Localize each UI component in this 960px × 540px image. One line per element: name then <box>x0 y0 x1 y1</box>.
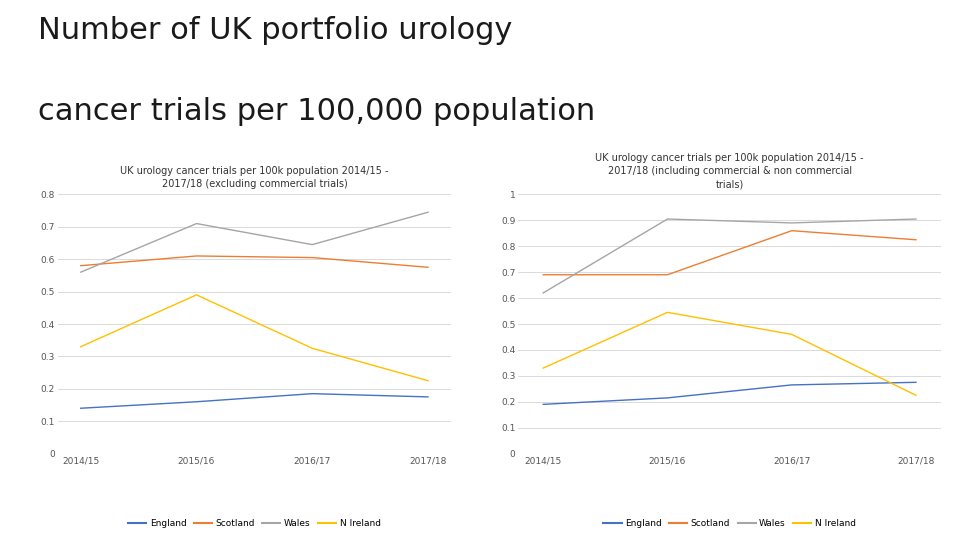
Text: Number of UK portfolio urology: Number of UK portfolio urology <box>38 16 513 45</box>
Legend: England, Scotland, Wales, N Ireland: England, Scotland, Wales, N Ireland <box>125 515 384 531</box>
Text: cancer trials per 100,000 population: cancer trials per 100,000 population <box>38 97 595 126</box>
Legend: England, Scotland, Wales, N Ireland: England, Scotland, Wales, N Ireland <box>600 515 859 531</box>
Title: UK urology cancer trials per 100k population 2014/15 -
2017/18 (including commer: UK urology cancer trials per 100k popula… <box>595 153 864 190</box>
Title: UK urology cancer trials per 100k population 2014/15 -
2017/18 (excluding commer: UK urology cancer trials per 100k popula… <box>120 166 389 190</box>
